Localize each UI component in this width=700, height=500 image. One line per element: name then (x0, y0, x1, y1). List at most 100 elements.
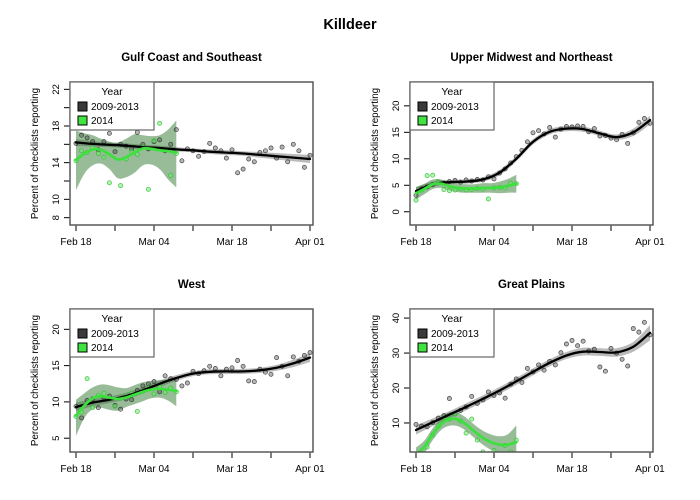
y-axis-title: Percent of checklists reporting (370, 88, 381, 219)
legend: Year 2009-2013 2014 (69, 308, 155, 358)
trend-line-2009-2013 (74, 356, 312, 409)
panel-title: West (178, 279, 205, 291)
data-point-2014 (157, 120, 163, 126)
legend-label: 2014 (431, 116, 454, 127)
legend-label: 2009-2013 (91, 329, 139, 340)
y-tick-label: 10 (391, 418, 402, 429)
y-tick-label: 10 (51, 397, 62, 408)
legend-label: 2009-2013 (431, 102, 479, 113)
data-point-2009-2013 (636, 329, 642, 335)
panels-group: Feb 18 Mar 04 Mar 18 Apr 01 8 10 14 18 22 Gulf Co… (30, 52, 665, 475)
y-tick-label: 20 (391, 101, 402, 112)
data-point-2009-2013 (246, 378, 252, 384)
data-point-2009-2013 (151, 379, 157, 385)
data-point-2009-2013 (469, 393, 475, 399)
data-point-2014 (145, 186, 151, 192)
data-point-2009-2013 (157, 389, 163, 395)
data-point-2014 (168, 173, 174, 178)
data-point-2009-2013 (196, 153, 202, 159)
y-axis-title: Percent of checklists reporting (370, 315, 381, 446)
data-point-2014 (463, 430, 469, 436)
data-point-2014 (106, 180, 112, 186)
data-point-2009-2013 (251, 379, 257, 385)
data-point-2009-2013 (112, 149, 118, 155)
data-point-2009-2013 (301, 164, 307, 170)
data-point-2009-2013 (558, 350, 564, 356)
data-point-2009-2013 (541, 367, 547, 373)
legend-key-2009-2013 (417, 328, 428, 339)
legend-label: 2009-2013 (91, 102, 139, 113)
data-point-2009-2013 (134, 129, 140, 135)
data-point-2014 (134, 408, 140, 414)
y-tick-label: 14 (51, 157, 62, 168)
data-point-2009-2013 (446, 396, 452, 401)
data-point-2014 (101, 390, 107, 396)
data-point-2009-2013 (285, 159, 291, 165)
data-point-2009-2013 (563, 341, 569, 347)
y-tick-label: 20 (51, 324, 62, 335)
data-point-2009-2013 (229, 365, 235, 371)
data-point-2009-2013 (279, 144, 285, 150)
legend: Year 2009-2013 2014 (409, 308, 495, 358)
data-point-2009-2013 (235, 170, 241, 176)
y-tick-label: 0 (391, 209, 402, 214)
data-point-2009-2013 (636, 119, 642, 125)
data-point-2009-2013 (413, 421, 419, 427)
trend-line-2009-2013 (414, 331, 652, 432)
data-point-2009-2013 (290, 354, 296, 360)
trend-line-2014 (74, 146, 178, 162)
legend-key-2014 (77, 115, 88, 126)
data-point-2009-2013 (502, 395, 508, 401)
data-point-2009-2013 (552, 362, 558, 368)
data-point-2009-2013 (296, 148, 302, 154)
data-point-2009-2013 (240, 166, 246, 172)
data-point-2009-2013 (580, 338, 586, 344)
plot-frame (69, 308, 314, 453)
y-tick-label: 20 (391, 383, 402, 394)
y-tick-label: 15 (51, 360, 62, 371)
ci-band-2014 (76, 120, 177, 191)
plot-area (73, 120, 313, 192)
x-tick-label: Feb 18 (60, 237, 92, 248)
data-point-2009-2013 (597, 364, 603, 370)
y-tick-label: 8 (51, 215, 62, 220)
legend: Year 2009-2013 2014 (69, 81, 155, 131)
data-point-2009-2013 (591, 126, 597, 132)
data-point-2014 (118, 183, 124, 189)
data-point-2009-2013 (101, 139, 107, 145)
y-tick-label: 10 (391, 154, 402, 165)
plot-area (413, 319, 653, 452)
y-tick-label: 18 (51, 121, 62, 132)
x-tick-label: Feb 18 (400, 464, 432, 475)
data-point-2009-2013 (569, 338, 575, 343)
x-tick-label: Mar 04 (478, 464, 510, 475)
legend-key-2009-2013 (77, 101, 88, 112)
data-point-2014 (79, 148, 85, 154)
data-point-2009-2013 (307, 152, 313, 158)
plot-frame (409, 81, 654, 226)
data-point-2009-2013 (552, 134, 558, 140)
y-tick-label: 40 (391, 313, 402, 324)
data-point-2009-2013 (84, 135, 90, 141)
data-point-2009-2013 (235, 358, 241, 363)
y-tick-label: 30 (391, 348, 402, 359)
data-point-2009-2013 (602, 368, 608, 374)
data-point-2009-2013 (79, 132, 85, 138)
legend-title: Year (441, 86, 463, 98)
data-point-2009-2013 (547, 125, 553, 130)
ci-band-2014 (76, 377, 177, 436)
data-point-2009-2013 (641, 319, 647, 325)
data-point-2009-2013 (246, 156, 252, 162)
legend-key-2009-2013 (77, 328, 88, 339)
data-point-2009-2013 (575, 343, 581, 349)
x-tick-label: Mar 04 (138, 237, 170, 248)
y-tick-label: 22 (51, 84, 62, 95)
data-point-2009-2013 (240, 363, 246, 369)
panel-title: Great Plains (498, 279, 565, 291)
trend-line-2014 (74, 387, 178, 418)
data-point-2009-2013 (268, 145, 274, 151)
data-point-2014 (413, 197, 419, 203)
trend-line-2014 (414, 182, 518, 195)
data-point-2009-2013 (608, 346, 614, 351)
